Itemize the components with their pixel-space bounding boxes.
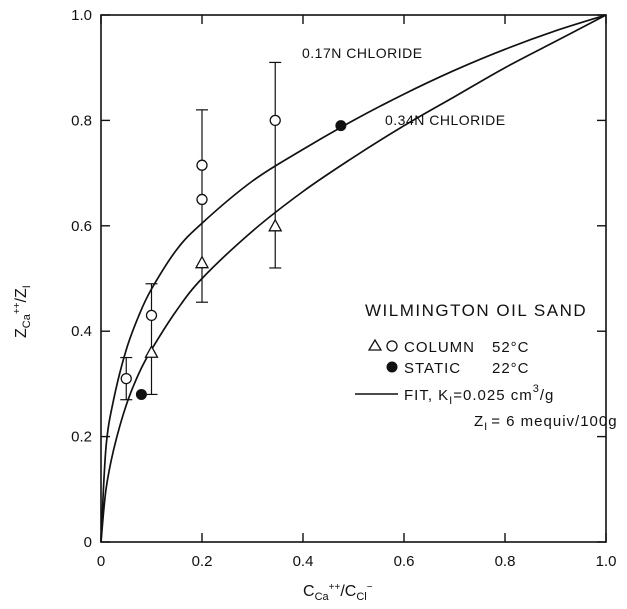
y-tick-label: 0.4 xyxy=(71,323,92,340)
data-point-triangle xyxy=(268,218,283,232)
error-bars xyxy=(120,61,282,401)
y-tick-label: 0.6 xyxy=(71,218,92,235)
y-tick-label: 1.0 xyxy=(71,7,92,24)
x-axis-label: CCa++/CCl− xyxy=(303,582,373,603)
x-tick-label: 0.6 xyxy=(394,553,415,570)
data-point-open-circle xyxy=(269,114,281,127)
legend-static-label: STATIC xyxy=(404,360,461,377)
legend-triangle-icon xyxy=(367,338,383,351)
legend-column-temp: 52°C xyxy=(492,339,530,356)
legend-fit-text: FIT, KI=0.025 cm3/g xyxy=(404,383,554,407)
x-tick-label: 1.0 xyxy=(596,553,617,570)
legend-zi-text: ZI = 6 mequiv/100g xyxy=(474,413,618,433)
y-tick-label: 0.8 xyxy=(71,112,92,129)
plot-frame xyxy=(100,14,607,543)
x-tick-labels: 0 0.2 0.4 0.6 0.8 1.0 xyxy=(97,553,617,570)
x-tick-label: 0 xyxy=(97,553,105,570)
data-markers xyxy=(120,114,347,400)
data-point-filled-circle xyxy=(135,388,147,400)
fit-curves xyxy=(100,14,607,543)
y-tick-label: 0.2 xyxy=(71,429,92,446)
data-point-filled-circle xyxy=(335,120,347,132)
y-tick-labels: 0 0.2 0.4 0.6 0.8 1.0 xyxy=(71,7,92,551)
data-point-open-circle xyxy=(196,159,208,171)
legend-open-circle-icon xyxy=(386,340,398,352)
data-point-triangle xyxy=(144,344,159,358)
y-tick-label: 0 xyxy=(84,534,92,551)
data-point-triangle xyxy=(194,255,210,269)
legend-filled-circle-icon xyxy=(386,361,398,373)
y-axis-label: ZCa++/ZI xyxy=(12,285,33,338)
legend-title: WILMINGTON OIL SAND xyxy=(365,301,587,320)
legend-column-label: COLUMN xyxy=(404,339,475,356)
legend-static-temp: 22°C xyxy=(492,360,530,377)
data-point-open-circle xyxy=(145,309,158,322)
fit-curve-0 xyxy=(100,14,607,543)
fit-curve-1 xyxy=(100,14,607,543)
data-point-open-circle xyxy=(196,193,208,206)
curve-label-034n: 0.34N CHLORIDE xyxy=(385,112,506,128)
tick-marks xyxy=(100,14,607,543)
x-tick-label: 0.2 xyxy=(192,553,213,570)
x-tick-label: 0.8 xyxy=(495,553,516,570)
legend: WILMINGTON OIL SAND COLUMN 52°C STATIC 2… xyxy=(355,301,618,433)
x-tick-label: 0.4 xyxy=(293,553,314,570)
curve-label-017n: 0.17N CHLORIDE xyxy=(302,45,423,61)
data-point-open-circle xyxy=(120,372,132,385)
